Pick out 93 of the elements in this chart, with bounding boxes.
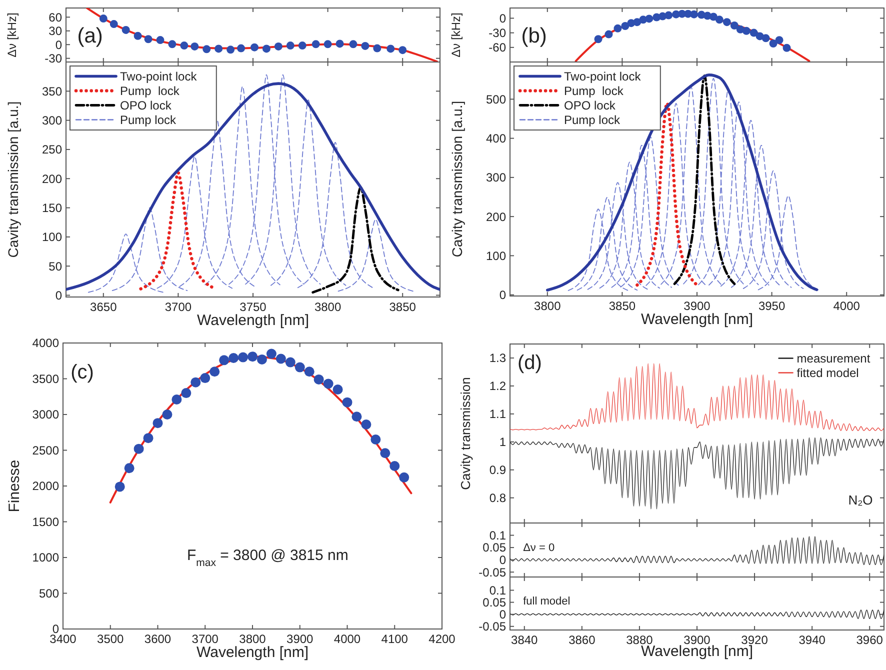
- y-tick-label: 1.3: [489, 351, 506, 366]
- x-tick-label: 3700: [192, 632, 219, 646]
- legend-label: Pump lock: [120, 112, 178, 127]
- y-tick-label: 350: [42, 84, 62, 98]
- y-tick-label: 1: [499, 435, 506, 450]
- annotation: (a): [77, 24, 103, 48]
- y-tick-label: 0.8: [489, 491, 506, 506]
- annotation: (c): [70, 362, 94, 384]
- y-tick-label: 100: [486, 248, 506, 263]
- y-tick-label: -30: [488, 26, 506, 40]
- x-tick-label: 3750: [240, 300, 267, 314]
- y-axis-title: Δν [kHz]: [5, 12, 19, 58]
- y-tick-label: 0.1: [489, 528, 506, 542]
- y-axis-title: Cavity transmission [a.u.]: [5, 101, 21, 258]
- y-tick-label: 0.9: [489, 463, 506, 478]
- x-tick-label: 3800: [314, 300, 342, 314]
- y-tick-label: -0.05: [478, 565, 506, 580]
- y-axis-title: Finesse: [6, 460, 23, 512]
- y-tick-label: -0.05: [478, 620, 506, 634]
- x-axis-title: Wavelength [nm]: [197, 312, 309, 329]
- x-tick-label: 3960: [856, 633, 884, 647]
- y-tick-label: 4000: [32, 336, 60, 350]
- x-tick-label: 3900: [684, 299, 711, 313]
- legend-label: fitted model: [796, 366, 859, 380]
- x-tick-label: 3950: [758, 299, 786, 313]
- y-tick-label: 0: [499, 608, 506, 622]
- legend-label: Two-point lock: [120, 69, 198, 84]
- x-tick-label: 3500: [97, 632, 124, 646]
- y-axis-title: Δν [kHz]: [449, 12, 463, 58]
- y-tick-label: 200: [42, 172, 62, 186]
- y-axis-title: Cavity transmission: [458, 377, 473, 490]
- x-tick-label: 3800: [534, 299, 562, 313]
- y-tick-label: 1.1: [489, 407, 506, 422]
- annotation: F$_{max}$ = 3800 @ 3815 nm: [186, 546, 348, 569]
- y-tick-label: 50: [48, 259, 62, 274]
- legend-label: Two-point lock: [564, 69, 642, 84]
- legend-label: OPO lock: [564, 98, 616, 112]
- y-tick-label: 100: [42, 230, 62, 244]
- x-tick-label: 3840: [511, 633, 538, 647]
- y-tick-label: 0: [499, 11, 506, 26]
- y-tick-label: 200: [486, 210, 506, 224]
- x-tick-label: 3850: [608, 299, 636, 313]
- y-tick-label: 1.2: [489, 379, 506, 394]
- y-tick-label: 0: [499, 288, 506, 302]
- annotation: N₂O: [848, 492, 873, 508]
- y-tick-label: 0.1: [489, 583, 506, 598]
- y-tick-label: 1000: [32, 550, 60, 565]
- x-tick-label: 3800: [239, 632, 266, 646]
- legend-label: OPO lock: [120, 98, 172, 112]
- y-tick-label: 250: [42, 142, 62, 157]
- annotation: Δν = 0: [523, 542, 555, 554]
- y-tick-label: 0.05: [482, 595, 506, 610]
- legend-label: Pump lock: [120, 84, 180, 98]
- x-tick-label: 4000: [334, 632, 361, 646]
- x-tick-label: 4200: [428, 632, 456, 646]
- y-tick-label: -30: [44, 52, 62, 66]
- y-tick-label: 2000: [32, 479, 60, 494]
- x-tick-label: 4000: [833, 299, 860, 313]
- legend-label: Pump lock: [564, 84, 624, 98]
- legend-label: measurement: [796, 351, 871, 366]
- x-tick-label: 3850: [389, 300, 416, 314]
- x-tick-label: 3650: [90, 300, 118, 314]
- y-tick-label: -60: [488, 40, 506, 55]
- annotation: (b): [521, 24, 547, 48]
- x-tick-label: 3900: [286, 632, 314, 646]
- y-tick-label: 150: [42, 200, 62, 215]
- y-tick-label: 30: [48, 24, 62, 38]
- y-tick-label: 3500: [32, 372, 60, 386]
- y-tick-label: 1500: [32, 514, 60, 529]
- y-tick-label: 3000: [32, 408, 60, 422]
- x-tick-label: 4100: [381, 632, 408, 646]
- x-axis-title: Wavelength [nm]: [641, 311, 753, 328]
- y-tick-label: 300: [486, 170, 506, 185]
- x-tick-label: 3400: [50, 632, 77, 646]
- y-tick-label: 0.05: [482, 540, 506, 555]
- x-axis-title: Wavelength [nm]: [196, 644, 308, 661]
- y-tick-label: 2500: [32, 443, 60, 458]
- y-tick-label: 0: [499, 553, 506, 568]
- x-tick-label: 3600: [144, 632, 172, 646]
- y-tick-label: 60: [48, 10, 62, 24]
- y-tick-label: 300: [42, 114, 62, 128]
- annotation: full model: [523, 596, 570, 608]
- legend-label: Pump lock: [564, 112, 622, 127]
- x-tick-label: 3860: [568, 633, 596, 647]
- y-tick-label: 0: [55, 288, 62, 302]
- y-tick-label: 500: [486, 92, 506, 106]
- y-axis-title: Cavity transmission [a.u.]: [449, 100, 465, 258]
- x-tick-label: 3940: [798, 633, 826, 647]
- y-tick-label: 0: [55, 38, 62, 52]
- x-tick-label: 3700: [164, 300, 192, 314]
- y-tick-label: 500: [38, 586, 60, 600]
- y-tick-label: 400: [486, 132, 506, 146]
- annotation: (d): [517, 352, 542, 374]
